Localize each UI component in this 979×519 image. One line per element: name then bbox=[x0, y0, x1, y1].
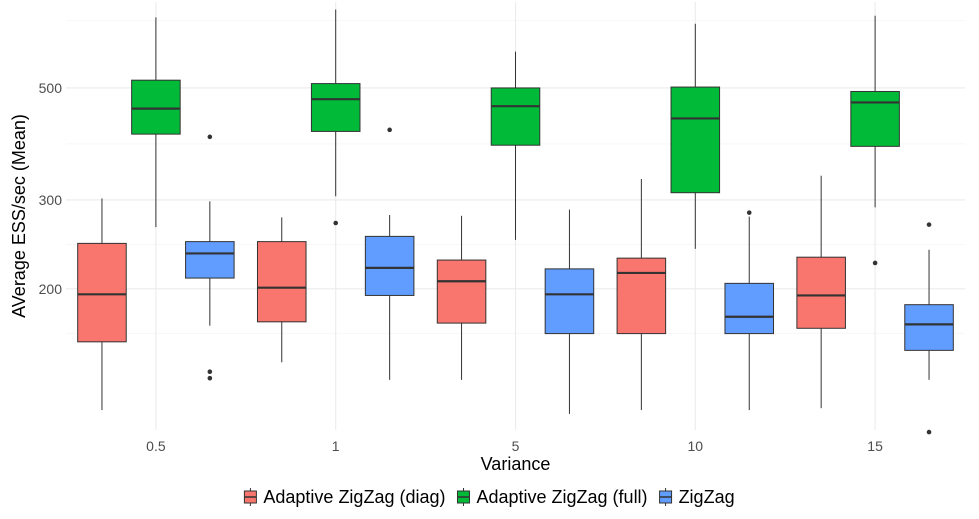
box-adaptive-zigzag-full--10 bbox=[670, 23, 721, 249]
box-body bbox=[131, 79, 181, 135]
legend-item-zigzag: ZigZag bbox=[659, 487, 735, 507]
box-adaptive-zigzag-full--15 bbox=[850, 15, 900, 266]
y-tick-label: 200 bbox=[39, 281, 63, 297]
box-adaptive-zigzag-full--0.5 bbox=[131, 17, 181, 228]
outlier-point bbox=[746, 210, 752, 215]
box-adaptive-zigzag-full--5 bbox=[490, 51, 541, 240]
boxes bbox=[77, 9, 954, 435]
box-adaptive-zigzag-diag--5 bbox=[436, 215, 487, 380]
outlier-point bbox=[333, 220, 339, 226]
y-tick-label: 500 bbox=[39, 80, 63, 96]
box-adaptive-zigzag-diag--1 bbox=[256, 217, 307, 363]
outlier-point bbox=[926, 222, 932, 227]
y-tick-label: 300 bbox=[39, 192, 63, 208]
box-body bbox=[796, 256, 846, 329]
legend-label: ZigZag bbox=[679, 487, 735, 507]
x-tick-label: 0.5 bbox=[146, 438, 166, 454]
y-axis-ticks: 200 300 500 bbox=[39, 80, 63, 297]
x-tick-label: 15 bbox=[867, 438, 883, 454]
box-adaptive-zigzag-diag--10 bbox=[616, 179, 667, 411]
box-body bbox=[724, 282, 775, 335]
box-body bbox=[490, 87, 541, 146]
outlier-point bbox=[387, 127, 392, 133]
box-zigzag-1 bbox=[364, 127, 415, 380]
box-body bbox=[616, 257, 667, 335]
legend: Adaptive ZigZag (diag) Adaptive ZigZag (f… bbox=[243, 487, 735, 507]
box-zigzag-15 bbox=[904, 222, 954, 435]
box-zigzag-5 bbox=[544, 209, 595, 414]
box-body bbox=[310, 83, 361, 132]
x-axis-title: Variance bbox=[481, 454, 551, 474]
box-adaptive-zigzag-diag--15 bbox=[796, 175, 846, 409]
outlier-point bbox=[872, 260, 878, 266]
box-zigzag-0.5 bbox=[185, 134, 235, 381]
x-tick-label: 10 bbox=[688, 438, 704, 454]
box-body bbox=[670, 86, 721, 194]
outlier-point bbox=[207, 369, 213, 374]
box-body bbox=[77, 242, 127, 343]
outlier-point bbox=[926, 429, 932, 435]
box-body bbox=[364, 235, 415, 296]
x-axis-ticks: 0.5 1 5 10 15 bbox=[146, 438, 883, 454]
y-axis-title: AVerage ESS/sec (Mean) bbox=[9, 114, 29, 318]
box-body bbox=[904, 304, 954, 351]
box-body bbox=[544, 268, 595, 335]
box-body bbox=[436, 259, 487, 324]
x-tick-label: 5 bbox=[512, 438, 520, 454]
box-adaptive-zigzag-full--1 bbox=[310, 9, 361, 226]
box-zigzag-10 bbox=[724, 210, 775, 411]
box-body bbox=[185, 241, 235, 279]
box-body bbox=[850, 90, 900, 147]
box-body bbox=[256, 241, 307, 323]
legend-item-adaptive-zigzag-diag-: Adaptive ZigZag (diag) bbox=[243, 487, 445, 507]
x-tick-label: 1 bbox=[332, 438, 340, 454]
box-adaptive-zigzag-diag--0.5 bbox=[77, 198, 127, 411]
outlier-point bbox=[207, 134, 213, 140]
legend-label: Adaptive ZigZag (full) bbox=[476, 487, 647, 507]
legend-item-adaptive-zigzag-full-: Adaptive ZigZag (full) bbox=[456, 487, 648, 507]
legend-label: Adaptive ZigZag (diag) bbox=[263, 487, 445, 507]
outlier-point bbox=[207, 375, 213, 381]
